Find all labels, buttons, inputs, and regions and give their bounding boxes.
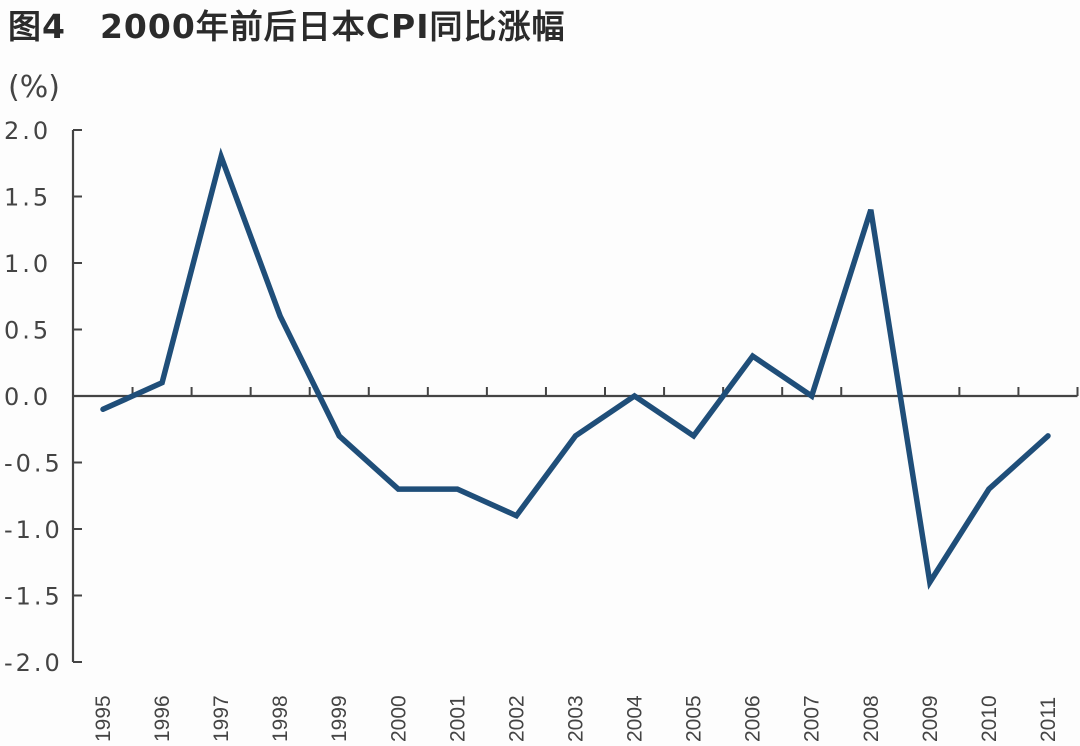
x-axis: 1995 1996 1997 1998 1999 2000 2001 2002 2003 2004… <box>73 387 1079 742</box>
cpi-series-line <box>100 147 1051 590</box>
y-tick-label: 1.5 <box>4 184 51 212</box>
x-tick-label: 2007 <box>801 695 824 742</box>
x-tick-label: 1999 <box>328 695 351 742</box>
x-tick-label: 2006 <box>742 695 765 742</box>
y-tick-label: 1.0 <box>4 250 51 278</box>
y-tick-label: -2.0 <box>4 649 63 677</box>
x-tick-label: 2010 <box>978 695 1001 742</box>
x-tick-label: 2004 <box>624 695 647 742</box>
x-tick-label: 1997 <box>210 695 233 742</box>
x-tick-label: 2002 <box>505 695 528 742</box>
x-tick-label: 2011 <box>1037 697 1060 742</box>
y-tick-label: 2.0 <box>4 117 51 145</box>
x-tick-label: 2003 <box>564 695 587 742</box>
series-line <box>100 147 1051 590</box>
x-tick-label: 2009 <box>919 695 942 742</box>
x-tick-label: 2001 <box>446 695 469 742</box>
y-tick-label: -0.5 <box>4 450 63 478</box>
x-tick-label: 1995 <box>92 695 115 742</box>
x-tick-label: 2008 <box>860 695 883 742</box>
y-tick-label: -1.5 <box>4 583 63 611</box>
chart-title: 图4 2000年前后日本CPI同比涨幅 <box>8 7 566 46</box>
y-axis-unit-label: (%) <box>8 70 60 105</box>
y-tick-label: -1.0 <box>4 516 63 544</box>
y-tick-label: 0.5 <box>4 317 51 345</box>
x-tick-label: 2000 <box>387 695 410 742</box>
y-tick-label: 0.0 <box>4 383 51 411</box>
x-tick-label: 1996 <box>151 695 174 742</box>
x-tick-label: 2005 <box>683 695 706 742</box>
y-axis: 2.0 1.5 1.0 0.5 0.0 -0.5 -1.0 -1.5 -2.0 <box>4 117 82 677</box>
x-tick-label: 1998 <box>269 695 292 742</box>
